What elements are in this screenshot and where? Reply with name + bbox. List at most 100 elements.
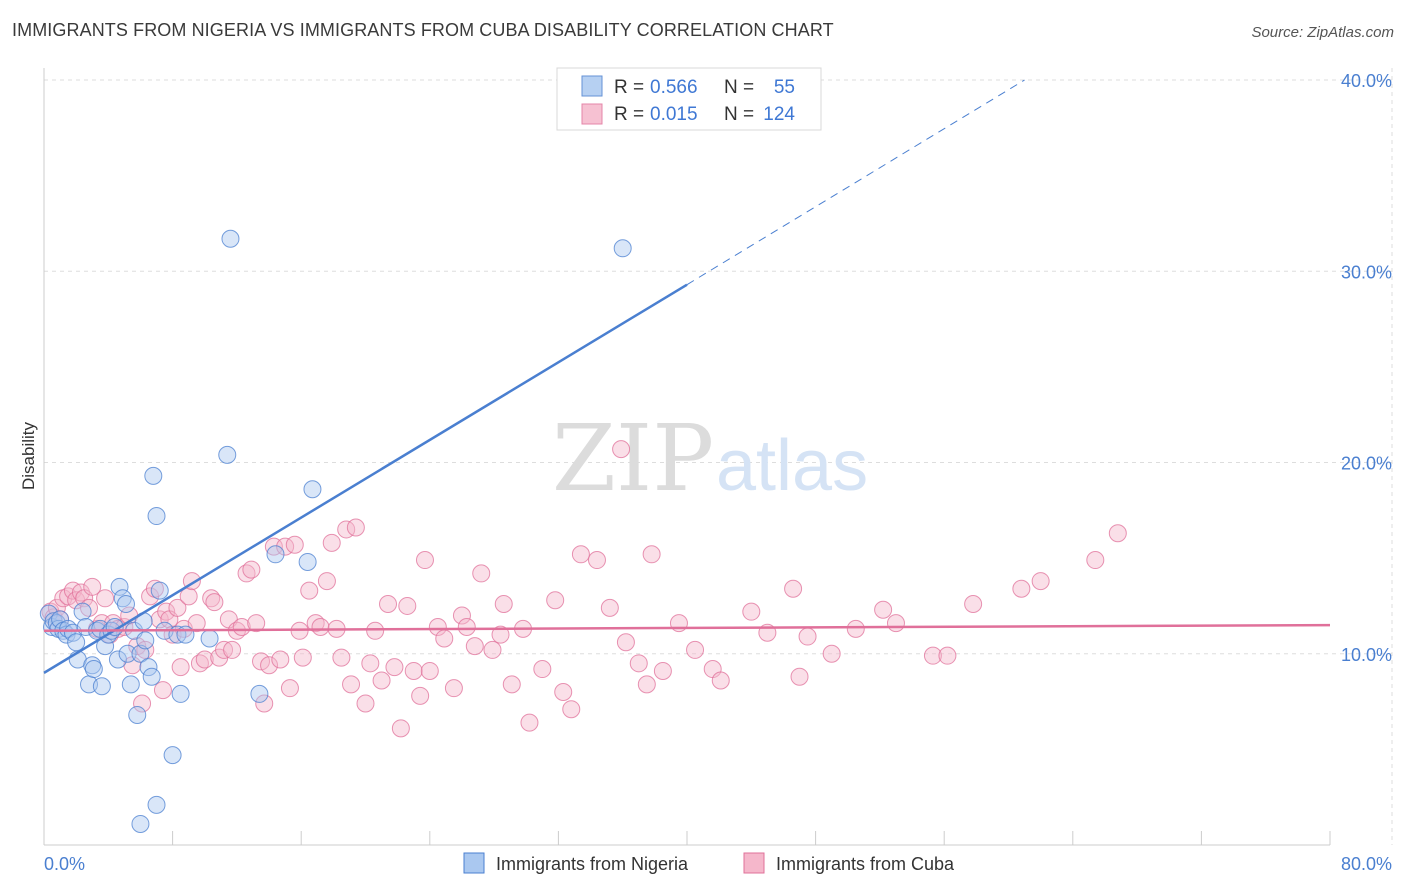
- nigeria-point-24: [108, 650, 127, 669]
- cuba-point-121: [923, 646, 942, 665]
- cuba-trend-line: [43, 623, 1331, 633]
- series-legend: Immigrants from Nigeria Immigrants from …: [463, 852, 955, 874]
- y-tick-labels: 10.0% 20.0% 30.0% 40.0%: [1341, 71, 1392, 665]
- nigeria-point-45: [200, 629, 219, 648]
- source-label: Source: ZipAtlas.com: [1251, 24, 1394, 41]
- legend-n-label-cuba: N =: [724, 104, 754, 125]
- nigeria-point-46: [218, 445, 237, 464]
- cuba-point-84: [444, 679, 463, 698]
- cuba-point-31: [168, 598, 187, 617]
- cuba-point-81: [420, 661, 439, 680]
- nigeria-trend-line: [43, 283, 688, 674]
- cuba-point-102: [612, 440, 631, 459]
- cuba-point-91: [494, 595, 513, 614]
- cuba-point-127: [1108, 524, 1127, 543]
- cuba-point-77: [398, 596, 417, 615]
- cuba-point-52: [260, 656, 279, 675]
- nigeria-point-27: [116, 595, 135, 614]
- cuba-point-114: [784, 579, 803, 598]
- cuba-point-94: [520, 713, 539, 732]
- nigeria-series: [39, 229, 632, 833]
- trend-lines: [43, 79, 1331, 674]
- cuba-point-73: [372, 671, 391, 690]
- cuba-point-78: [404, 661, 423, 680]
- nigeria-point-48: [250, 684, 269, 703]
- nigeria-point-54: [131, 814, 150, 833]
- nigeria-point-41: [163, 746, 182, 765]
- legend-swatch-nigeria: [581, 75, 603, 97]
- legend-swatch-cuba: [581, 103, 603, 125]
- cuba-point-120: [886, 614, 905, 633]
- y-tick-label-0: 10.0%: [1341, 645, 1392, 665]
- nigeria-point-49: [266, 545, 285, 564]
- cuba-point-92: [502, 675, 521, 694]
- cuba-point-86: [457, 617, 476, 636]
- legend-r-value-cuba: 0.015: [650, 104, 698, 125]
- nigeria-point-16: [84, 660, 103, 679]
- cuba-point-119: [874, 600, 893, 619]
- nigeria-point-51: [303, 480, 322, 499]
- nigeria-point-38: [147, 507, 166, 526]
- y-tick-label-3: 40.0%: [1341, 71, 1392, 91]
- nigeria-point-19: [92, 677, 111, 696]
- cuba-point-87: [465, 637, 484, 656]
- cuba-point-85: [452, 606, 471, 625]
- nigeria-point-36: [142, 667, 161, 686]
- cuba-point-126: [1086, 551, 1105, 570]
- cuba-point-88: [472, 564, 491, 583]
- legend-r-value-nigeria: 0.566: [650, 77, 698, 98]
- cuba-point-96: [546, 591, 565, 610]
- watermark: ZIP atlas: [552, 405, 868, 512]
- cuba-point-46: [232, 617, 251, 636]
- cuba-point-103: [616, 633, 635, 652]
- nigeria-point-26: [113, 589, 132, 608]
- cuba-point-40: [205, 593, 224, 612]
- bottom-legend-label-cuba: Immigrants from Cuba: [776, 854, 955, 874]
- nigeria-point-32: [131, 644, 150, 663]
- cuba-point-51: [255, 694, 274, 713]
- cuba-point-83: [435, 629, 454, 648]
- cuba-point-34: [179, 587, 198, 606]
- legend-r-label-cuba: R =: [614, 104, 644, 125]
- bottom-legend-swatch-nigeria: [463, 852, 485, 874]
- axes: [43, 68, 1331, 846]
- legend-n-value-cuba: 124: [763, 104, 795, 125]
- cuba-point-105: [637, 675, 656, 694]
- cuba-point-54: [271, 650, 290, 669]
- cuba-point-100: [587, 551, 606, 570]
- cuba-point-123: [964, 595, 983, 614]
- cuba-point-63: [317, 572, 336, 591]
- cuba-point-89: [483, 640, 502, 659]
- cuba-point-49: [247, 614, 266, 633]
- cuba-point-74: [379, 595, 398, 614]
- nigeria-point-47: [221, 229, 240, 248]
- cuba-point-57: [285, 535, 304, 554]
- cuba-point-116: [798, 627, 817, 646]
- nigeria-point-52: [613, 239, 632, 258]
- bottom-legend-label-nigeria: Immigrants from Nigeria: [496, 854, 689, 874]
- cuba-point-115: [790, 667, 809, 686]
- cuba-point-99: [571, 545, 590, 564]
- cuba-point-95: [533, 660, 552, 679]
- cuba-point-71: [361, 654, 380, 673]
- nigeria-point-53: [147, 795, 166, 814]
- cuba-point-66: [332, 648, 351, 667]
- nigeria-point-29: [121, 675, 140, 694]
- cuba-point-97: [554, 683, 573, 701]
- x-tick-label-max: 80.0%: [1341, 854, 1392, 874]
- cuba-point-68: [342, 675, 361, 694]
- cuba-point-26: [150, 610, 169, 629]
- cuba-point-75: [385, 658, 404, 677]
- nigeria-point-31: [128, 705, 147, 724]
- cuba-point-8: [71, 583, 90, 602]
- cuba-point-107: [653, 661, 672, 680]
- nigeria-point-44: [176, 625, 195, 644]
- legend-n-label-nigeria: N =: [724, 77, 754, 98]
- cuba-point-36: [187, 614, 206, 633]
- y-tick-label-2: 30.0%: [1341, 262, 1392, 282]
- cuba-point-62: [311, 617, 330, 636]
- cuba-point-56: [280, 679, 299, 698]
- nigeria-point-34: [136, 631, 155, 650]
- legend-r-label-nigeria: R =: [614, 77, 644, 98]
